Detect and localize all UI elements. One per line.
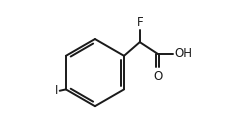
Text: O: O [153,70,162,83]
Text: I: I [55,84,59,97]
Text: OH: OH [174,47,192,60]
Text: F: F [137,16,143,29]
